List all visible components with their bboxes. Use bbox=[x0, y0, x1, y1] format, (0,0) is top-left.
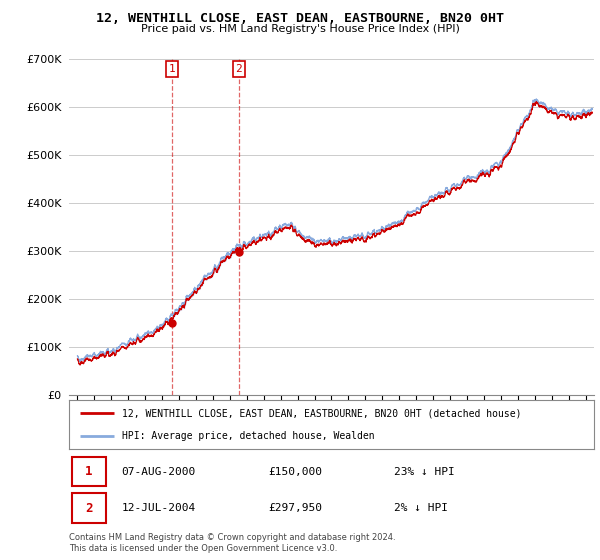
Text: 2% ↓ HPI: 2% ↓ HPI bbox=[395, 503, 449, 513]
Text: 12, WENTHILL CLOSE, EAST DEAN, EASTBOURNE, BN20 0HT (detached house): 12, WENTHILL CLOSE, EAST DEAN, EASTBOURN… bbox=[121, 408, 521, 418]
Text: 1: 1 bbox=[85, 465, 92, 478]
Text: 12-JUL-2004: 12-JUL-2004 bbox=[121, 503, 196, 513]
Text: £150,000: £150,000 bbox=[269, 466, 323, 477]
FancyBboxPatch shape bbox=[71, 493, 106, 523]
Text: £297,950: £297,950 bbox=[269, 503, 323, 513]
Text: HPI: Average price, detached house, Wealden: HPI: Average price, detached house, Weal… bbox=[121, 431, 374, 441]
Text: 2: 2 bbox=[85, 502, 92, 515]
Text: Contains HM Land Registry data © Crown copyright and database right 2024.
This d: Contains HM Land Registry data © Crown c… bbox=[69, 533, 395, 553]
Text: 23% ↓ HPI: 23% ↓ HPI bbox=[395, 466, 455, 477]
Text: 12, WENTHILL CLOSE, EAST DEAN, EASTBOURNE, BN20 0HT: 12, WENTHILL CLOSE, EAST DEAN, EASTBOURN… bbox=[96, 12, 504, 25]
Text: Price paid vs. HM Land Registry's House Price Index (HPI): Price paid vs. HM Land Registry's House … bbox=[140, 24, 460, 34]
FancyBboxPatch shape bbox=[71, 457, 106, 487]
Text: 1: 1 bbox=[169, 64, 176, 74]
Text: 07-AUG-2000: 07-AUG-2000 bbox=[121, 466, 196, 477]
Text: 2: 2 bbox=[235, 64, 242, 74]
